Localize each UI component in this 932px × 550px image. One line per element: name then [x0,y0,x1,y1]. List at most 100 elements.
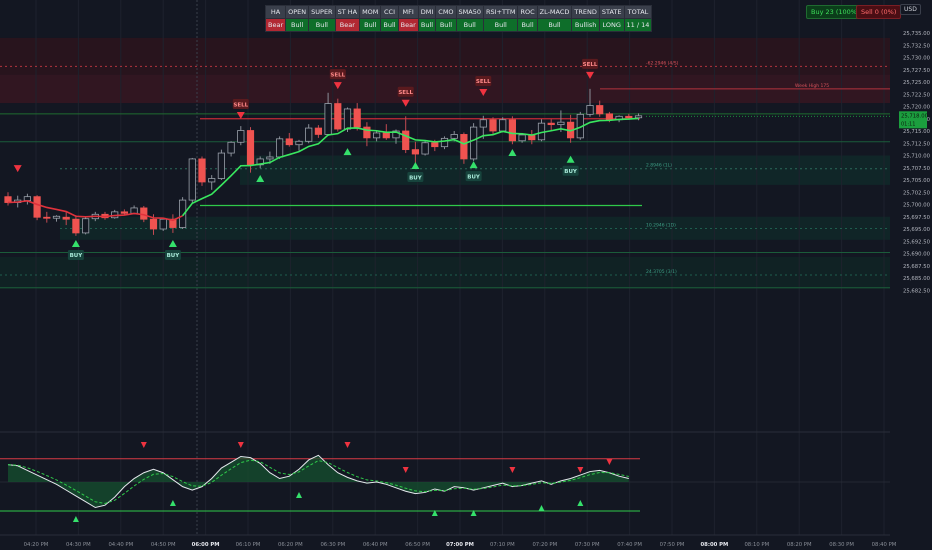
moving-average [7,117,639,222]
dashboard-header-cell: ST HA [334,5,361,19]
candle [52,215,61,222]
dashboard-value-cell: Bull [435,18,457,32]
candle-body [266,156,274,160]
sell-signal: SELL [475,76,492,97]
candle [169,214,177,233]
buy-arrow-icon [72,516,79,522]
candle-body [382,132,390,139]
dashboard-value-cell: Bull [482,18,519,32]
time-tick-label: 06:20 PM [278,542,303,548]
candle-body [460,134,468,160]
candle [402,116,410,154]
dashboard-value-cell: Bull [536,18,573,32]
price-tick-label: 25,690.00 [903,252,931,258]
price-tick-label: 25,697.50 [903,215,931,221]
sell-arrow-icon [509,467,516,473]
candle-body [198,158,206,183]
price-tick-label: 25,707.50 [903,166,931,172]
countdown-label: 01:11 [901,121,915,127]
candle-body [343,108,352,130]
ma-line-bullish [181,117,639,217]
candle-body [295,140,303,146]
signal-label-bg [67,249,84,260]
signal-label-bg [582,58,598,69]
candle-body [246,130,255,166]
buy-arrow-icon [71,239,80,247]
candle [43,211,51,223]
sell-signal: SELL [329,69,346,90]
price-tick-label: 25,702.50 [903,190,931,196]
time-tick-label: 07:10 PM [490,542,515,548]
candle-body [217,152,225,179]
currency-selector[interactable]: USD [900,4,921,15]
candle-body [285,138,293,146]
signal-label-bg [407,172,424,183]
time-tick-label: 07:30 PM [575,542,600,548]
current-price-label: 25,718.00 [901,113,929,119]
signal-label: BUY [409,175,423,181]
price-tick-label: 25,727.50 [903,68,931,74]
sell-arrow-icon [586,71,594,79]
time-tick-label: 08:20 PM [787,542,812,548]
time-tick-label: 06:10 PM [236,542,261,548]
dashboard-header-cell: MFI [397,5,419,19]
candle [208,175,216,190]
candle [72,215,80,236]
dashboard-value-cell: Bear [334,18,361,32]
dashboard-header-cell: TOTAL [623,5,653,19]
candle-body [72,218,80,234]
sell-arrow-icon [13,165,22,173]
oscillator-line [7,454,629,509]
candle-body [508,119,517,142]
signal-label-bg [465,171,482,182]
sell-signal: SELL [397,86,414,107]
candle-body [314,127,323,135]
dashboard-header-cell: RSI+TTM [482,5,519,19]
support-zone [0,256,890,289]
candle [363,122,371,147]
dashboard-header-cell: HA [264,5,287,19]
candle-body [518,134,526,142]
price-tick-label: 25,700.00 [903,203,931,209]
signal-label-bg [475,76,492,87]
time-tick-label: 07:50 PM [660,542,685,548]
candle-body [402,130,410,151]
time-tick-label: 08:10 PM [744,542,769,548]
candle-body [305,127,313,142]
price-tick-label: 25,682.50 [903,288,931,294]
level-label: -62.2946 (4/S) [646,60,679,66]
price-tick-label: 25,725.00 [903,80,931,86]
candle-body [140,207,148,220]
candle-body [363,126,371,139]
time-tick-label: 06:40 PM [363,542,388,548]
candle [586,88,594,117]
price-tick-label: 25,715.00 [903,129,931,135]
dashboard-value-cell: Bull [417,18,437,32]
candle [547,119,555,131]
sell-arrow-icon [479,89,488,97]
price-tick-label: 25,730.00 [903,56,931,62]
signal-label: BUY [564,169,578,175]
level-label: 2.8946 (1L) [646,163,672,169]
candle-body [237,130,245,143]
price-tick-label: 25,705.00 [903,178,931,184]
buy-arrow-icon [256,175,265,183]
time-tick-label: 06:50 PM [405,542,430,548]
candle [295,139,303,151]
buy-arrow-icon [508,149,517,157]
sell-arrow-icon [402,467,409,473]
dashboard-header-cell: CMO [435,5,457,19]
buy-arrow-icon [411,162,420,170]
candle [178,197,187,229]
buy-arrow-icon [566,155,575,163]
dashboard-header-cell: STATE [598,5,625,19]
buy-arrow-icon [577,500,584,506]
candle [334,98,342,132]
sell-arrow-icon [237,442,244,448]
buy-signal: BUY [164,239,181,260]
candle [460,132,468,164]
candle-body [227,141,235,154]
candle-body [275,138,284,158]
resistance-zone [0,37,890,75]
